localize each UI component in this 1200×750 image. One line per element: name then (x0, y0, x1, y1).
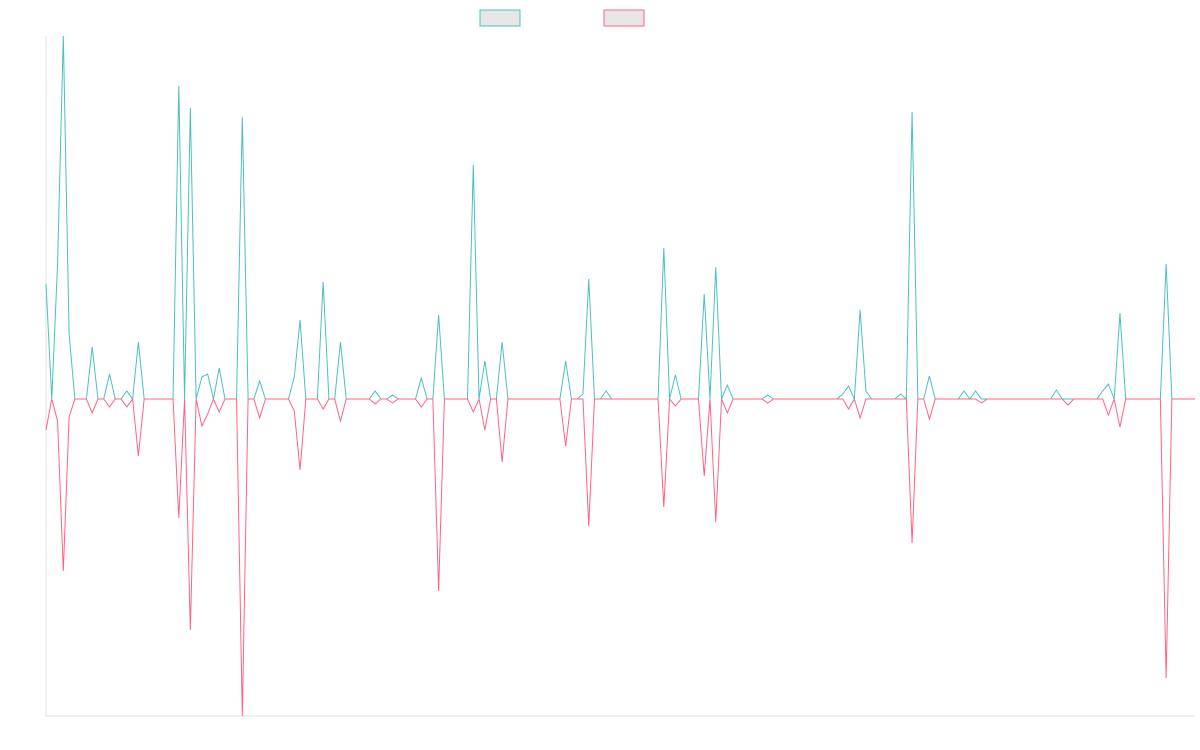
legend-swatch (603, 9, 645, 27)
series-line (45, 35, 1195, 401)
series-line (45, 397, 1195, 717)
legend-swatch (479, 9, 521, 27)
